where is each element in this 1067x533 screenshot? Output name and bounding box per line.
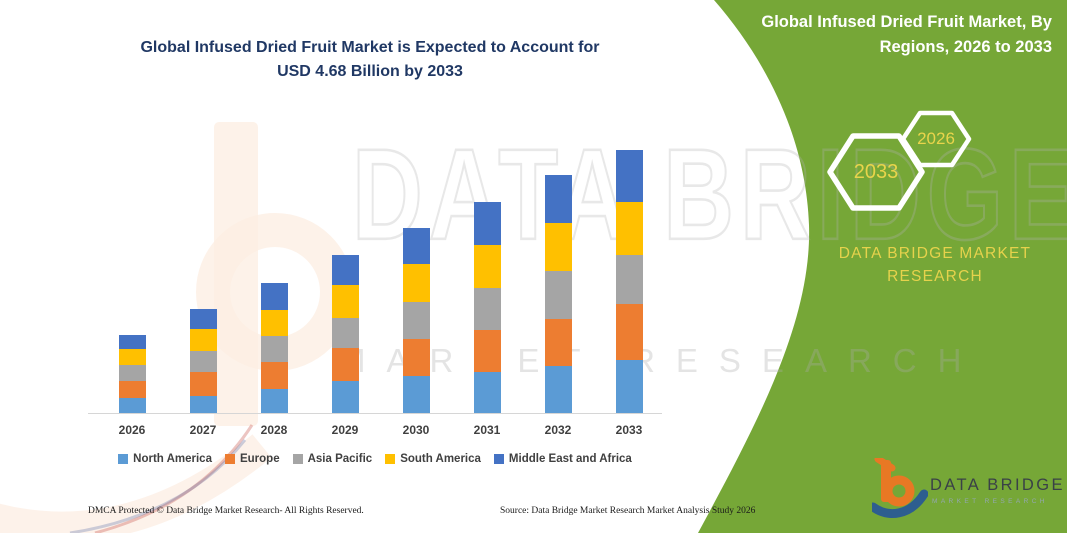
bar-2027 — [189, 308, 217, 413]
bar-segment-2027-south-america — [189, 328, 217, 351]
bar-segment-2028-south-america — [260, 310, 288, 336]
bar-segment-2032-south-america — [544, 223, 572, 272]
bar-2029 — [331, 254, 359, 413]
bar-segment-2029-south-america — [331, 284, 359, 318]
bar-segment-2026-europe — [118, 380, 146, 399]
bar-segment-2027-north-america — [189, 395, 217, 413]
legend-swatch-icon — [292, 454, 303, 464]
footer-copyright: DMCA Protected © Data Bridge Market Rese… — [88, 506, 364, 516]
x-axis-label-2030: 2030 — [402, 423, 430, 437]
chart-title: Global Infused Dried Fruit Market is Exp… — [60, 36, 680, 84]
bar-segment-2030-middle-east-and-africa — [402, 227, 430, 264]
bar-segment-2028-asia-pacific — [260, 335, 288, 363]
legend-swatch-icon — [493, 454, 504, 464]
legend-item-south-america: South America — [385, 453, 481, 465]
databridge-logo-b-icon — [872, 458, 928, 518]
chart-legend: North America Europe Asia Pacific South Ame… — [80, 453, 670, 465]
bar-segment-2029-europe — [331, 348, 359, 382]
legend-label: South America — [400, 453, 481, 465]
x-axis-label-2032: 2032 — [544, 423, 572, 437]
legend-label: North America — [133, 453, 212, 465]
legend-swatch-icon — [118, 454, 129, 464]
bar-2031 — [473, 201, 501, 413]
logo-subtitle: MARKET RESEARCH — [932, 498, 1048, 505]
bar-2032 — [544, 174, 572, 413]
bar-segment-2027-middle-east-and-africa — [189, 308, 217, 329]
bar-segment-2032-europe — [544, 319, 572, 366]
footer-source: Source: Data Bridge Market Research Mark… — [500, 506, 756, 516]
panel-brand-line2: RESEARCH — [887, 268, 983, 285]
bar-segment-2033-europe — [615, 303, 643, 360]
bar-segment-2033-asia-pacific — [615, 254, 643, 304]
hexagon-2026-label: 2026 — [917, 129, 955, 148]
bar-2030 — [402, 227, 430, 413]
bar-segment-2031-north-america — [473, 372, 501, 413]
chart-title-line1: Global Infused Dried Fruit Market is Exp… — [140, 39, 600, 56]
bar-segment-2031-europe — [473, 329, 501, 373]
x-axis-label-2029: 2029 — [331, 423, 359, 437]
legend-label: Asia Pacific — [307, 453, 373, 465]
legend-item-asia-pacific: Asia Pacific — [292, 453, 373, 465]
bar-2026 — [118, 334, 146, 413]
x-axis-label-2031: 2031 — [473, 423, 501, 437]
logo-name: DATA BRIDGE — [930, 476, 1065, 494]
bar-segment-2030-north-america — [402, 376, 430, 413]
bar-2033 — [615, 149, 643, 413]
bar-segment-2032-middle-east-and-africa — [544, 174, 572, 224]
legend-item-middle-east-and-africa: Middle East and Africa — [493, 453, 632, 465]
bar-segment-2033-north-america — [615, 359, 643, 413]
x-axis-labels: 2026 2027 2028 2029 2030 2031 2032 2033 — [88, 423, 662, 441]
bar-segment-2031-asia-pacific — [473, 288, 501, 330]
bar-segment-2032-asia-pacific — [544, 271, 572, 319]
bar-segment-2030-south-america — [402, 263, 430, 303]
x-axis-label-2027: 2027 — [189, 423, 217, 437]
bar-segment-2028-middle-east-and-africa — [260, 282, 288, 310]
bar-segment-2030-asia-pacific — [402, 302, 430, 340]
bar-segment-2027-asia-pacific — [189, 350, 217, 373]
panel-brand-text: DATA BRIDGE MARKET RESEARCH — [808, 242, 1062, 288]
watermark-spaced-text: MARKET RESEARCH — [338, 342, 983, 379]
hexagon-2033-label: 2033 — [853, 161, 899, 183]
legend-label: Middle East and Africa — [508, 453, 632, 465]
legend-swatch-icon — [224, 454, 235, 464]
bar-segment-2028-north-america — [260, 388, 288, 413]
bar-segment-2033-middle-east-and-africa — [615, 149, 643, 203]
legend-swatch-icon — [385, 454, 396, 464]
bar-segment-2026-north-america — [118, 398, 146, 413]
chart-title-line2: USD 4.68 Billion by 2033 — [277, 63, 463, 80]
legend-item-europe: Europe — [224, 453, 280, 465]
bar-segment-2026-south-america — [118, 349, 146, 366]
bar-chart-plot — [88, 140, 662, 414]
panel-brand-line1: DATA BRIDGE MARKET — [838, 245, 1032, 262]
panel-heading-line2: Regions, 2026 to 2033 — [879, 38, 1052, 56]
bar-segment-2026-asia-pacific — [118, 365, 146, 381]
legend-label: Europe — [239, 453, 280, 465]
watermark-red-arc — [94, 424, 254, 533]
bar-segment-2026-middle-east-and-africa — [118, 334, 146, 350]
x-axis-label-2028: 2028 — [260, 423, 288, 437]
bar-segment-2032-north-america — [544, 365, 572, 413]
x-axis-label-2026: 2026 — [118, 423, 146, 437]
bar-segment-2028-europe — [260, 362, 288, 389]
x-axis-label-2033: 2033 — [615, 423, 643, 437]
bar-segment-2031-middle-east-and-africa — [473, 201, 501, 246]
bar-segment-2027-europe — [189, 372, 217, 396]
bar-segment-2029-north-america — [331, 381, 359, 413]
panel-heading-line1: Global Infused Dried Fruit Market, By — [761, 13, 1052, 31]
bar-segment-2029-middle-east-and-africa — [331, 254, 359, 285]
bar-segment-2030-europe — [402, 339, 430, 377]
legend-item-north-america: North America — [118, 453, 212, 465]
panel-heading: Global Infused Dried Fruit Market, By Re… — [632, 10, 1052, 60]
databridge-logo: DATA BRIDGE MARKET RESEARCH — [872, 458, 1063, 520]
bar-2028 — [260, 282, 288, 413]
bar-segment-2029-asia-pacific — [331, 317, 359, 349]
bar-segment-2033-south-america — [615, 202, 643, 255]
bar-segment-2031-south-america — [473, 245, 501, 289]
